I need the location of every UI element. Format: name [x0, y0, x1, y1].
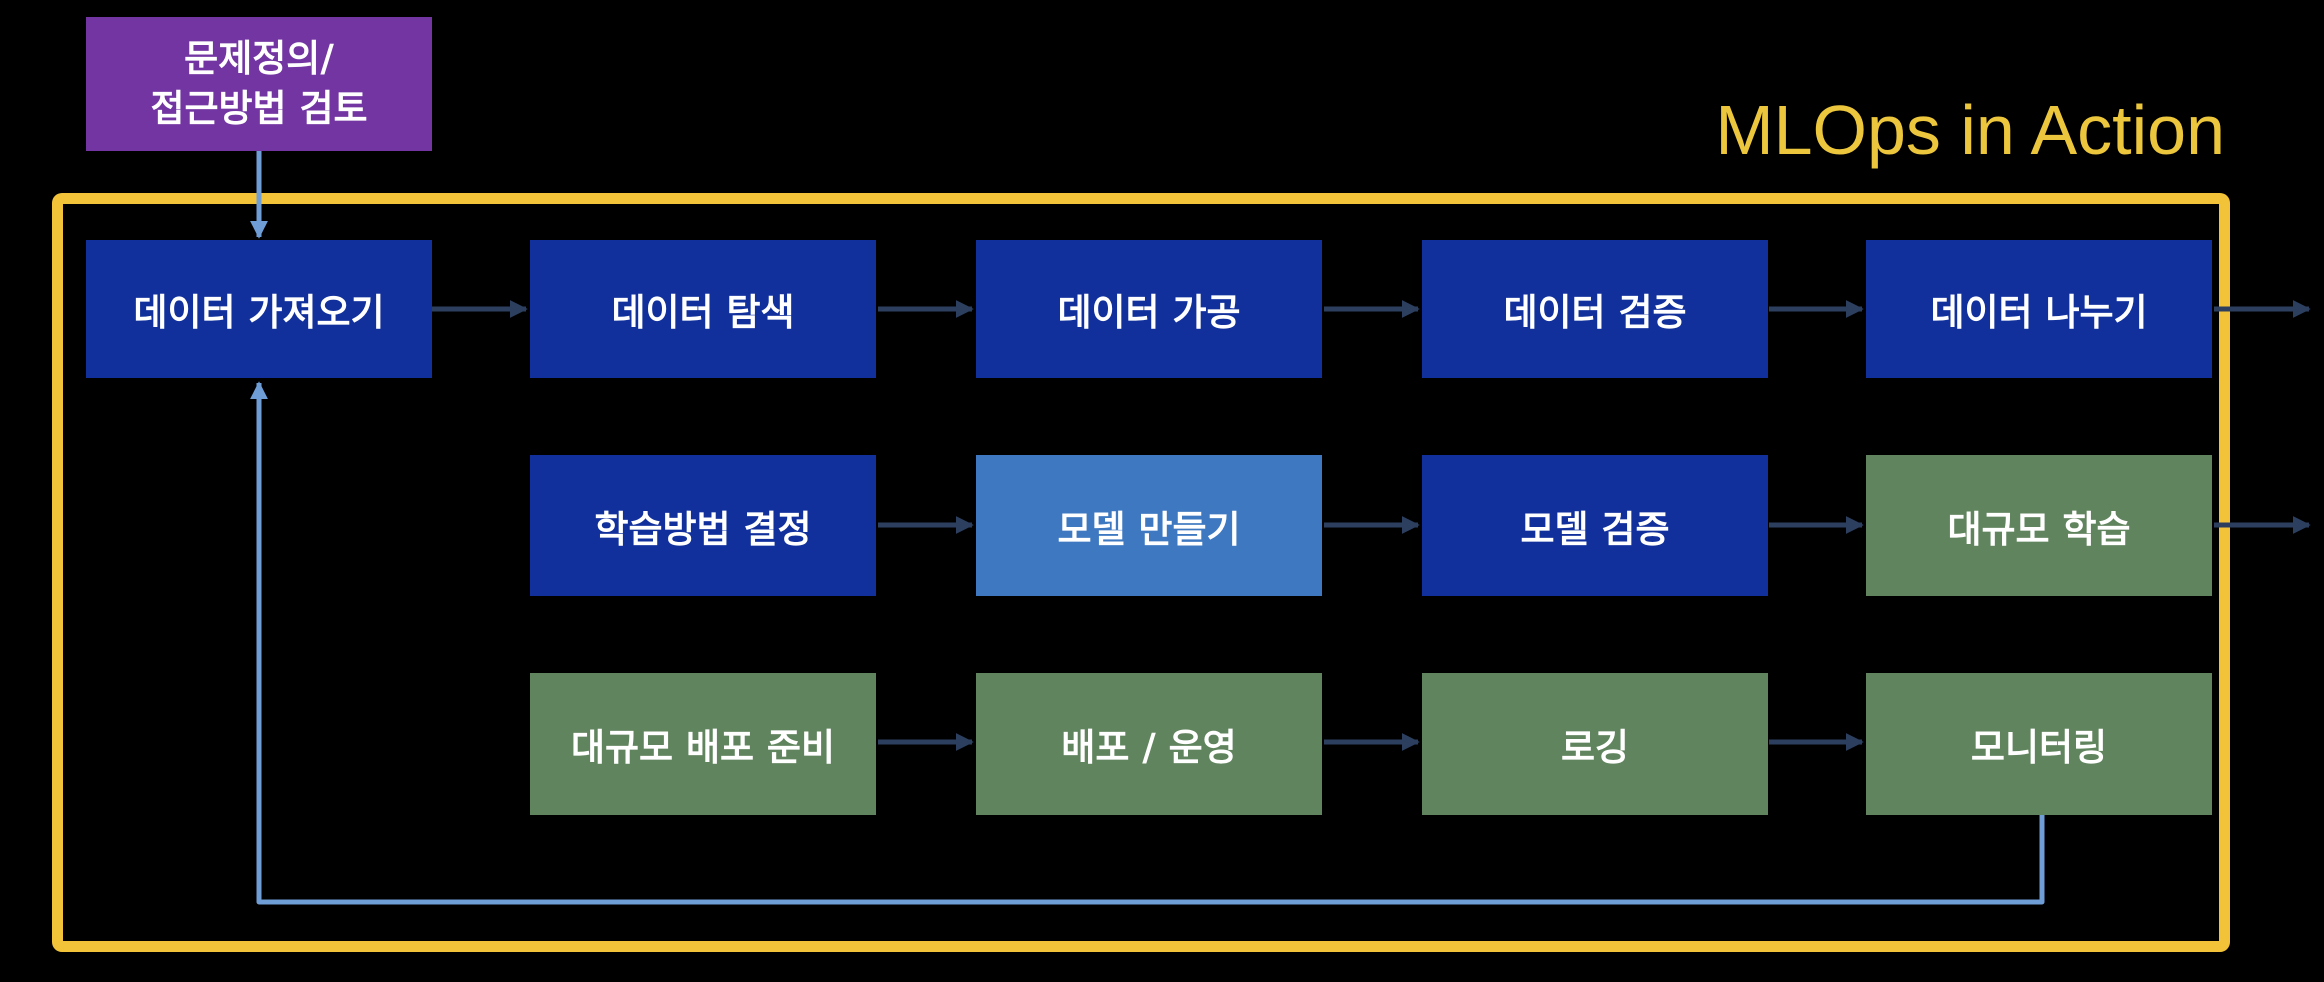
step-data-process: 데이터 가공 [976, 240, 1322, 378]
step-data-explore: 데이터 탐색 [530, 240, 876, 378]
step-data-split: 데이터 나누기 [1866, 240, 2212, 378]
mlops-frame [52, 193, 2230, 952]
diagram-title: MLOps in Action [1715, 91, 2225, 169]
step-data-ingest: 데이터 가져오기 [86, 240, 432, 378]
step-data-validate: 데이터 검증 [1422, 240, 1768, 378]
feedback-loop-arrow [250, 381, 2045, 905]
step-logging: 로깅 [1422, 673, 1768, 815]
problem-definition-line-2: 접근방법 검토 [150, 87, 368, 130]
step-deploy-prep: 대규모 배포 준비 [530, 673, 876, 815]
problem-definition-line-1: 문제정의/ [184, 37, 334, 80]
step-large-scale-training: 대규모 학습 [1866, 455, 2212, 596]
step-monitoring: 모니터링 [1866, 673, 2212, 815]
step-build-model: 모델 만들기 [976, 455, 1322, 596]
problem-definition-node: 문제정의/ 접근방법 검토 [86, 17, 432, 151]
step-model-validate: 모델 검증 [1422, 455, 1768, 596]
step-deploy-operate: 배포 / 운영 [976, 673, 1322, 815]
step-training-method: 학습방법 결정 [530, 455, 876, 596]
